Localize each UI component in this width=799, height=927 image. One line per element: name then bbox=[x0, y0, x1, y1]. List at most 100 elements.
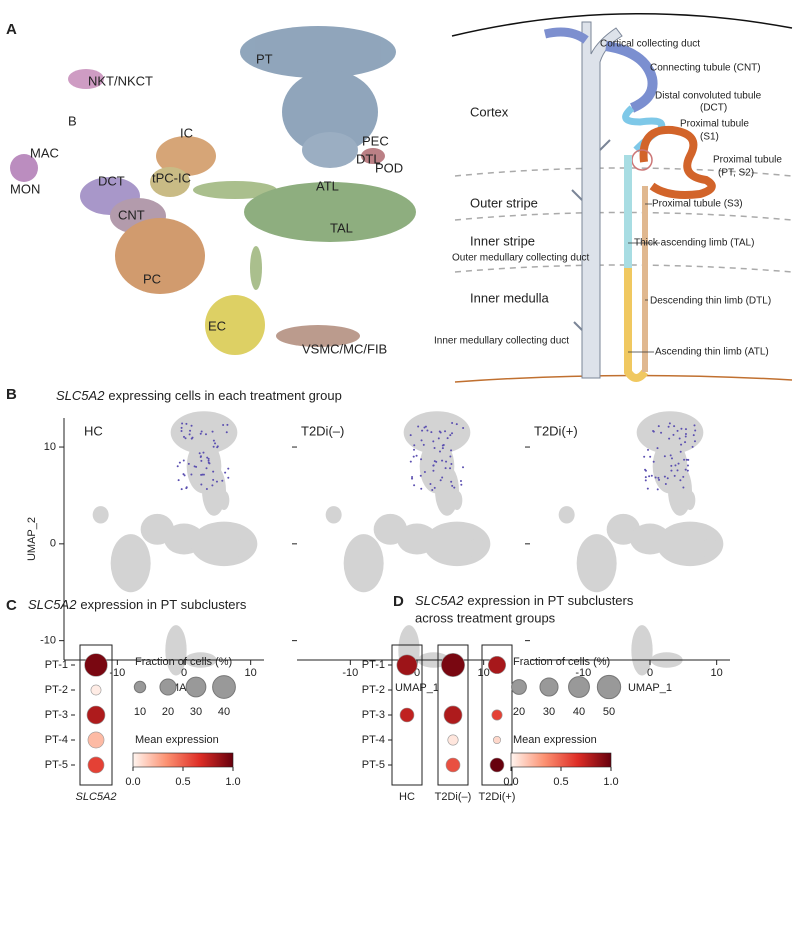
cell-cloud bbox=[165, 625, 187, 676]
nephron-label: (PT, S2) bbox=[718, 168, 754, 179]
expressing-cell bbox=[455, 423, 458, 426]
expressing-cell bbox=[180, 426, 183, 429]
gene-name: SLC5A2 bbox=[56, 388, 105, 403]
expressing-cell bbox=[182, 459, 185, 462]
panel-title: SLC5A2 expression in PT subclusters bbox=[28, 597, 247, 612]
y-axis-label: UMAP_2 bbox=[26, 517, 38, 561]
nephron-label: Distal convoluted tubule bbox=[655, 91, 762, 102]
expressing-cell bbox=[411, 477, 414, 480]
dot bbox=[399, 707, 415, 723]
nephron-label: Descending thin limb (DTL) bbox=[650, 296, 771, 307]
expressing-cell bbox=[426, 429, 429, 432]
expressing-cell bbox=[643, 455, 646, 458]
size-legend-label: 20 bbox=[513, 706, 525, 718]
nephron-label: (DCT) bbox=[700, 103, 727, 114]
expressing-cell bbox=[451, 484, 454, 487]
expressing-cell bbox=[686, 469, 689, 472]
expressing-cell bbox=[450, 462, 453, 465]
cluster-label: MAC bbox=[30, 145, 59, 160]
y-tick-label: 10 bbox=[44, 441, 56, 453]
expressing-cell bbox=[431, 489, 434, 492]
nephron-label: Proximal tubule bbox=[680, 119, 749, 130]
cell-cloud bbox=[403, 411, 471, 454]
expressing-cell bbox=[685, 458, 688, 461]
nephron-label: Cortical collecting duct bbox=[600, 39, 700, 50]
dot bbox=[396, 654, 418, 676]
expressing-cell bbox=[667, 425, 670, 428]
group-label: T2Di(+) bbox=[534, 423, 578, 438]
size-legend-dot bbox=[568, 676, 590, 698]
expressing-cell bbox=[684, 468, 687, 471]
expressing-cell bbox=[676, 429, 679, 432]
cluster-label: DTL bbox=[356, 151, 381, 166]
expressing-cell bbox=[652, 430, 655, 433]
column-label: HC bbox=[399, 791, 415, 803]
expressing-cell bbox=[441, 444, 444, 447]
cluster-label: ATL bbox=[316, 178, 339, 193]
expressing-cell bbox=[415, 454, 418, 457]
expressing-cell bbox=[670, 469, 673, 472]
expressing-cell bbox=[686, 464, 689, 467]
color-bar bbox=[132, 752, 234, 768]
expressing-cell bbox=[180, 488, 183, 491]
expressing-cell bbox=[432, 464, 435, 467]
expressing-cell bbox=[433, 447, 436, 450]
panel-title: SLC5A2 expressing cells in each treatment… bbox=[56, 388, 342, 403]
expressing-cell bbox=[198, 452, 201, 455]
size-legend-label: 30 bbox=[190, 706, 202, 718]
expressing-cell bbox=[225, 431, 228, 434]
expressing-cell bbox=[673, 474, 676, 477]
expressing-cell bbox=[451, 432, 454, 435]
cell-cloud bbox=[110, 534, 151, 593]
cluster-label: MON bbox=[10, 181, 40, 196]
gene-name: SLC5A2 bbox=[28, 597, 77, 612]
expressing-cell bbox=[692, 434, 695, 437]
expressing-cell bbox=[214, 442, 217, 445]
expressing-cell bbox=[202, 473, 205, 476]
expressing-cell bbox=[190, 424, 193, 427]
size-legend-dot bbox=[212, 675, 236, 699]
umap-cloud bbox=[558, 411, 724, 676]
panel-letter: A bbox=[6, 21, 17, 38]
expressing-cell bbox=[420, 487, 423, 490]
row-label: PT-4 bbox=[362, 734, 385, 746]
expressing-cell bbox=[212, 445, 215, 448]
expressing-cell bbox=[666, 477, 669, 480]
expressing-cell bbox=[185, 487, 188, 490]
expressing-cell bbox=[445, 460, 448, 463]
dot bbox=[90, 684, 102, 696]
expressing-cell bbox=[216, 446, 219, 449]
column-box bbox=[481, 644, 513, 786]
expressing-cell bbox=[668, 437, 671, 440]
x-tick-label: 10 bbox=[711, 667, 723, 679]
title-text: expression in PT subclusters bbox=[467, 593, 633, 608]
expressing-cell bbox=[684, 441, 687, 444]
expressing-cell bbox=[644, 476, 647, 479]
expressing-cell bbox=[682, 486, 685, 489]
expressing-cell bbox=[421, 429, 424, 432]
dot bbox=[493, 736, 501, 744]
expressing-cell bbox=[656, 447, 659, 450]
cluster-label: B bbox=[68, 113, 77, 128]
expressing-cell bbox=[205, 467, 208, 470]
cluster-label: EC bbox=[208, 318, 226, 333]
cell-cloud bbox=[466, 539, 488, 559]
expressing-cell bbox=[664, 482, 667, 485]
x-tick-label: 0 bbox=[414, 667, 420, 679]
x-tick-label: -10 bbox=[109, 667, 125, 679]
expressing-cell bbox=[227, 467, 230, 470]
nephron-label: Outer medullary collecting duct bbox=[452, 253, 590, 264]
size-legend-label: 10 bbox=[134, 706, 146, 718]
umap-cloud bbox=[325, 411, 491, 676]
size-legend-label: 40 bbox=[573, 706, 585, 718]
dot bbox=[86, 705, 106, 725]
expressing-cell bbox=[680, 443, 683, 446]
x-tick-label: 10 bbox=[245, 667, 257, 679]
expressing-cell bbox=[676, 469, 679, 472]
size-legend-dot bbox=[159, 678, 177, 696]
row-label: PT-5 bbox=[45, 759, 68, 771]
cell-cloud bbox=[558, 506, 575, 524]
expressing-cell bbox=[182, 473, 185, 476]
expressing-cell bbox=[449, 455, 452, 458]
expressing-cell bbox=[185, 422, 188, 425]
